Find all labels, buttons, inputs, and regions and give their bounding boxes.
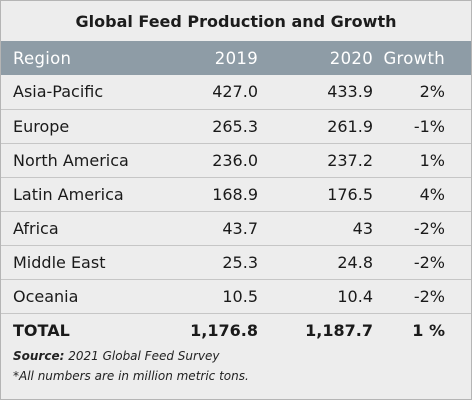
table-title: Global Feed Production and Growth bbox=[75, 12, 397, 31]
cell-region: North America bbox=[1, 143, 179, 178]
total-row: TOTAL 1,176.8 1,187.7 1 % bbox=[1, 313, 471, 348]
cell-region: Africa bbox=[1, 211, 179, 246]
cell-growth: 4% bbox=[373, 177, 471, 212]
cell-2019: 265.3 bbox=[179, 109, 258, 144]
cell-2019: 236.0 bbox=[179, 143, 258, 178]
source-text: 2021 Global Feed Survey bbox=[68, 349, 220, 363]
cell-region: Oceania bbox=[1, 279, 179, 314]
table-row: Oceania 10.5 10.4 -2% bbox=[1, 279, 471, 314]
table-row: Latin America 168.9 176.5 4% bbox=[1, 177, 471, 212]
cell-region: Middle East bbox=[1, 245, 179, 280]
cell-2019: 10.5 bbox=[179, 279, 258, 314]
source-label: Source: bbox=[13, 349, 65, 363]
total-cell-region: TOTAL bbox=[13, 321, 70, 340]
cell-growth: -2% bbox=[373, 279, 471, 314]
cell-2020: 10.4 bbox=[258, 279, 373, 314]
cell-growth: -2% bbox=[373, 245, 471, 280]
cell-2020: 261.9 bbox=[258, 109, 373, 144]
units-note: *All numbers are in million metric tons. bbox=[13, 369, 249, 383]
total-cell-2020: 1,187.7 bbox=[305, 321, 373, 340]
cell-region: Asia-Pacific bbox=[1, 75, 179, 110]
cell-growth: -2% bbox=[373, 211, 471, 246]
table-row: Europe 265.3 261.9 -1% bbox=[1, 109, 471, 144]
cell-2020: 43 bbox=[258, 211, 373, 246]
cell-2020: 24.8 bbox=[258, 245, 373, 280]
total-cell-2019: 1,176.8 bbox=[190, 321, 258, 340]
cell-2020: 176.5 bbox=[258, 177, 373, 212]
cell-2020: 237.2 bbox=[258, 143, 373, 178]
source-line: Source: 2021 Global Feed Survey bbox=[13, 349, 220, 363]
feed-production-table: Region 2019 2020 Growth Asia-Pacific 427.… bbox=[1, 41, 471, 348]
cell-2019: 25.3 bbox=[179, 245, 258, 280]
header-2020: 2020 bbox=[329, 48, 373, 68]
table-row: Asia-Pacific 427.0 433.9 2% bbox=[1, 75, 471, 110]
cell-2019: 168.9 bbox=[179, 177, 258, 212]
cell-2019: 43.7 bbox=[179, 211, 258, 246]
table-row: Middle East 25.3 24.8 -2% bbox=[1, 245, 471, 280]
total-cell-growth: 1 % bbox=[412, 321, 445, 340]
header-growth: Growth bbox=[383, 48, 445, 68]
cell-growth: 2% bbox=[373, 75, 471, 110]
cell-2019: 427.0 bbox=[179, 75, 258, 110]
cell-growth: 1% bbox=[373, 143, 471, 178]
header-row: Region 2019 2020 Growth bbox=[1, 41, 471, 75]
table-body: Asia-Pacific 427.0 433.9 2% Europe 265.3 261.9… bbox=[1, 75, 471, 348]
header-region: Region bbox=[13, 48, 72, 68]
cell-2020: 433.9 bbox=[258, 75, 373, 110]
header-2019: 2019 bbox=[214, 48, 258, 68]
cell-growth: -1% bbox=[373, 109, 471, 144]
table-row: Africa 43.7 43 -2% bbox=[1, 211, 471, 246]
cell-region: Latin America bbox=[1, 177, 179, 212]
table-row: North America 236.0 237.2 1% bbox=[1, 143, 471, 178]
cell-region: Europe bbox=[1, 109, 179, 144]
